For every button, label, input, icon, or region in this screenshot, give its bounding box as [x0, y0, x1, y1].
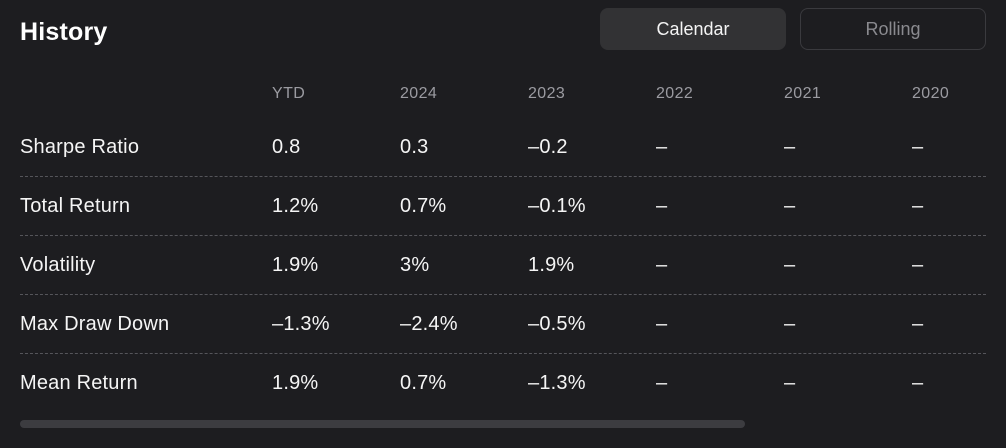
horizontal-scrollbar-track [20, 420, 986, 428]
column-header-2022: 2022 [656, 85, 694, 102]
cell-value: – [656, 135, 668, 158]
cell-value: –0.2 [528, 135, 568, 158]
cell-value: – [784, 253, 796, 276]
cell-value: – [784, 135, 796, 158]
cell-value: 0.7% [400, 194, 447, 217]
view-toggle-group: Calendar Rolling [600, 8, 986, 50]
column-header-ytd: YTD [272, 85, 306, 102]
cell-value: –0.1% [528, 194, 586, 217]
horizontal-scrollbar-thumb[interactable] [20, 420, 745, 428]
page-title: History [20, 18, 108, 46]
cell-value: – [656, 194, 668, 217]
column-header-2020: 2020 [912, 85, 950, 102]
cell-value: – [656, 372, 668, 394]
cell-value: 0.8 [272, 135, 301, 158]
cell-value: – [912, 312, 924, 335]
cell-value: –1.3% [528, 372, 586, 394]
table-header-row: YTD 2024 2023 2022 2021 2020 [20, 70, 986, 118]
cell-value: 1.9% [272, 372, 319, 394]
cell-value: – [656, 253, 668, 276]
history-table: YTD 2024 2023 2022 2021 2020 Sharpe Rati… [20, 70, 986, 413]
cell-value: 0.3 [400, 135, 429, 158]
table-row-max-draw-down: Max Draw Down –1.3% –2.4% –0.5% – – – [20, 295, 986, 354]
row-label: Volatility [20, 253, 96, 276]
cell-value: –1.3% [272, 312, 330, 335]
cell-value: 1.2% [272, 194, 319, 217]
row-label: Mean Return [20, 372, 138, 394]
cell-value: 0.7% [400, 372, 447, 394]
cell-value: – [784, 312, 796, 335]
table-row-sharpe-ratio: Sharpe Ratio 0.8 0.3 –0.2 – – – [20, 118, 986, 177]
cell-value: – [784, 372, 796, 394]
column-header-2024: 2024 [400, 85, 438, 102]
table-row-volatility: Volatility 1.9% 3% 1.9% – – – [20, 236, 986, 295]
cell-value: – [912, 135, 924, 158]
rolling-toggle-button[interactable]: Rolling [800, 8, 986, 50]
cell-value: 1.9% [528, 253, 575, 276]
column-header-2023: 2023 [528, 85, 566, 102]
panel-header: History Calendar Rolling [20, 0, 986, 62]
cell-value: –2.4% [400, 312, 458, 335]
row-label: Max Draw Down [20, 312, 170, 335]
cell-value: – [656, 312, 668, 335]
row-label: Total Return [20, 194, 131, 217]
cell-value: – [912, 194, 924, 217]
table-row-mean-return: Mean Return 1.9% 0.7% –1.3% – – – [20, 354, 986, 413]
cell-value: –0.5% [528, 312, 586, 335]
cell-value: – [912, 372, 924, 394]
column-header-2021: 2021 [784, 85, 822, 102]
cell-value: 1.9% [272, 253, 319, 276]
cell-value: – [912, 253, 924, 276]
cell-value: – [784, 194, 796, 217]
calendar-toggle-button[interactable]: Calendar [600, 8, 786, 50]
cell-value: 3% [400, 253, 430, 276]
table-row-total-return: Total Return 1.2% 0.7% –0.1% – – – [20, 177, 986, 236]
row-label: Sharpe Ratio [20, 135, 140, 158]
